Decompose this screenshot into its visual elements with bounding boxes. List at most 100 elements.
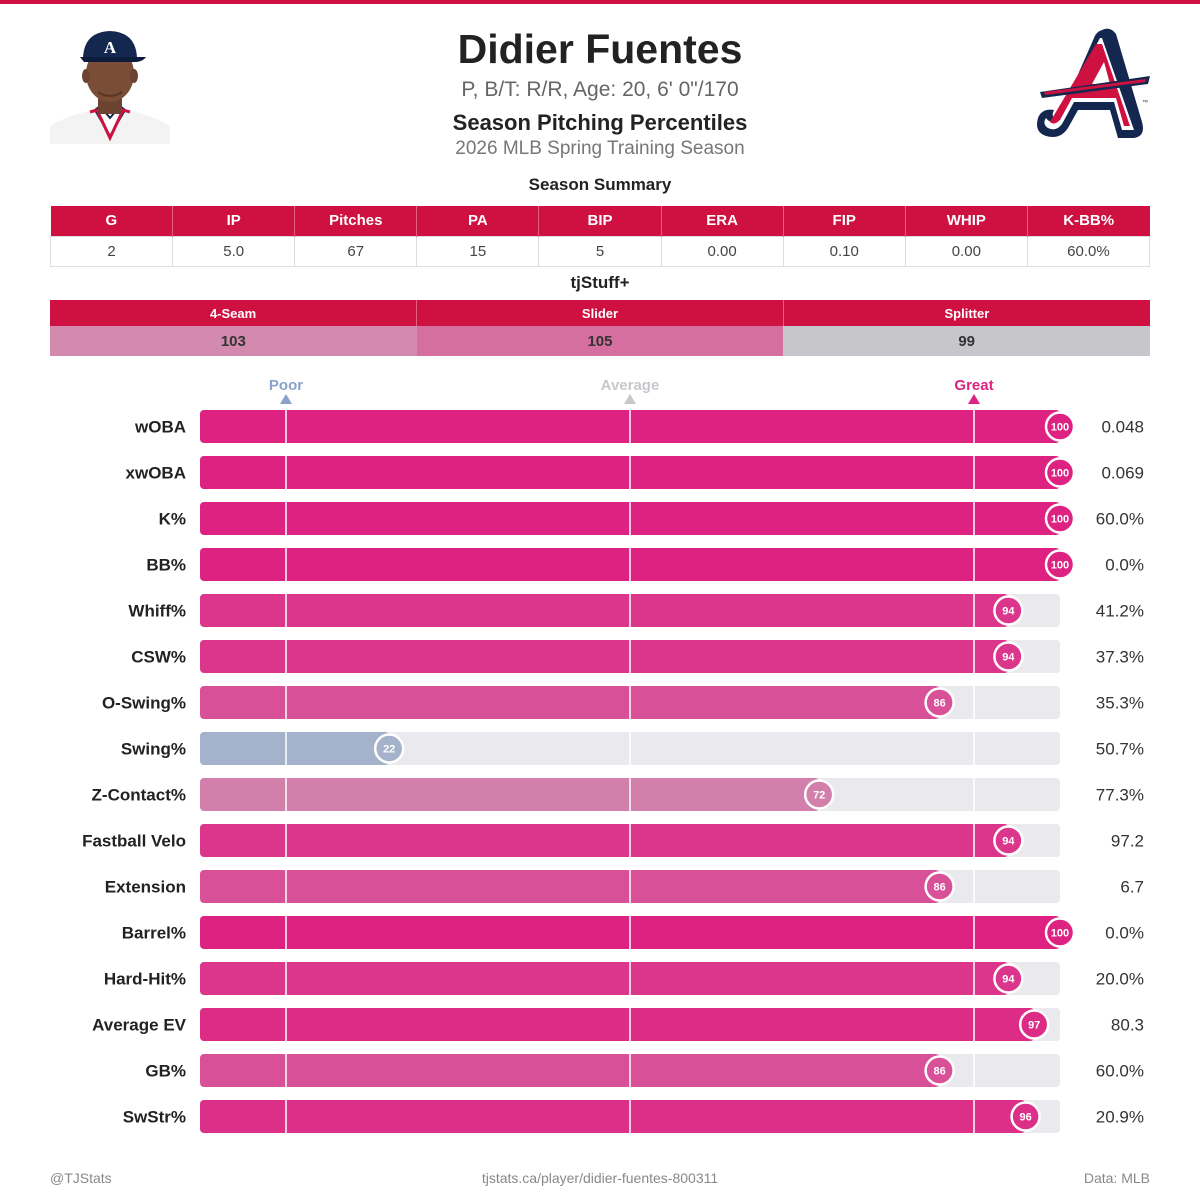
metric-label-xwoba: xwOBA: [126, 464, 186, 483]
metric-label-swstr-pct: SwStr%: [123, 1108, 186, 1127]
chart-subtitle: Season Pitching Percentiles: [452, 110, 748, 135]
metric-label-z-contact-pct: Z-Contact%: [92, 786, 186, 805]
metric-label-extension: Extension: [105, 878, 186, 897]
bar-o-swing-pct: [200, 686, 940, 719]
percentile-badge-barrel-pct: [1044, 917, 1076, 948]
percentile-badge-gb-pct: [924, 1055, 955, 1086]
summary-value-pitches: 67: [294, 235, 418, 267]
scale-label-great: Great: [954, 377, 993, 394]
stat-value-barrel-pct: 0.0%: [1105, 924, 1144, 943]
tjstuff-header-4-seam: 4-Seam: [50, 300, 418, 326]
percentile-badge-xwoba: [1044, 457, 1076, 488]
percentile-badge-fastball-velo: [993, 825, 1024, 856]
svg-text:A: A: [104, 38, 117, 57]
summary-value-fip: 0.10: [782, 235, 906, 267]
percentile-value-average-ev: 97: [1028, 1020, 1040, 1032]
top-accent-bar: [0, 0, 1200, 4]
tjstuff-value-4-seam: 103: [50, 326, 417, 356]
tjstuff-value-slider: 105: [416, 326, 784, 356]
bar-hard-hit-pct: [200, 962, 1009, 995]
metric-label-bb-pct: BB%: [146, 556, 186, 575]
percentile-value-z-contact-pct: 72: [813, 790, 825, 802]
summary-header-pitches: Pitches: [294, 206, 418, 236]
stat-value-swing-pct: 50.7%: [1096, 740, 1144, 759]
scale-label-average: Average: [601, 377, 660, 394]
stat-value-xwoba: 0.069: [1101, 464, 1144, 483]
summary-value-whip: 0.00: [904, 235, 1028, 267]
scale-marker-average: [624, 394, 636, 404]
stat-value-extension: 6.7: [1120, 878, 1144, 897]
stat-value-csw-pct: 37.3%: [1096, 648, 1144, 667]
metric-label-whiff-pct: Whiff%: [128, 602, 186, 621]
percentile-badge-bb-pct: [1044, 549, 1076, 580]
percentile-badge-hard-hit-pct: [993, 963, 1024, 994]
season-label: 2026 MLB Spring Training Season: [455, 138, 745, 159]
tjstuff-header-slider: Slider: [416, 300, 784, 326]
bar-fastball-velo: [200, 824, 1009, 857]
percentile-value-swstr-pct: 96: [1019, 1112, 1031, 1124]
stat-value-average-ev: 80.3: [1111, 1016, 1144, 1035]
tjstuff-title: tjStuff+: [570, 273, 630, 292]
percentile-badge-k-pct: [1044, 503, 1076, 534]
player-headshot: A: [50, 26, 170, 144]
metric-label-csw-pct: CSW%: [131, 648, 186, 667]
stat-value-whiff-pct: 41.2%: [1096, 602, 1144, 621]
metric-label-barrel-pct: Barrel%: [122, 924, 186, 943]
summary-value-g: 2: [49, 235, 174, 267]
summary-header-fip: FIP: [783, 206, 906, 236]
percentile-badge-extension: [924, 871, 955, 902]
summary-header-g: G: [50, 206, 174, 236]
scale-marker-poor: [280, 394, 292, 404]
summary-header-bip: BIP: [538, 206, 662, 236]
summary-value-era: 0.00: [660, 235, 784, 267]
percentile-badge-csw-pct: [993, 641, 1024, 672]
percentile-badge-woba: [1044, 411, 1076, 442]
metric-label-gb-pct: GB%: [145, 1062, 186, 1081]
percentile-value-hard-hit-pct: 94: [1002, 974, 1015, 986]
percentile-badge-swing-pct: [373, 733, 405, 764]
tjstuff-value-splitter: 99: [783, 326, 1150, 356]
percentile-value-k-pct: 100: [1051, 514, 1069, 526]
footer-source: Data: MLB: [1083, 1170, 1150, 1186]
summary-value-bip: 5: [538, 235, 662, 267]
percentile-badge-z-contact-pct: [803, 779, 835, 810]
tjstuff-header-splitter: Splitter: [783, 300, 1150, 326]
player-bio: P, B/T: R/R, Age: 20, 6' 0"/170: [461, 78, 739, 101]
metric-label-average-ev: Average EV: [92, 1016, 187, 1035]
summary-header-era: ERA: [661, 206, 784, 236]
percentile-value-barrel-pct: 100: [1051, 928, 1069, 940]
stat-value-fastball-velo: 97.2: [1111, 832, 1144, 851]
percentile-badge-whiff-pct: [993, 595, 1024, 626]
summary-value-ip: 5.0: [172, 235, 296, 267]
player-name: Didier Fuentes: [457, 26, 743, 72]
metric-label-fastball-velo: Fastball Velo: [82, 832, 186, 851]
metric-label-woba: wOBA: [134, 418, 186, 437]
stat-value-o-swing-pct: 35.3%: [1096, 694, 1144, 713]
bar-extension: [200, 870, 940, 903]
percentile-value-woba: 100: [1051, 422, 1069, 434]
percentile-chart: Poor Average Great wOBA 100 0.048 xwOBA 100 0.06…: [82, 377, 1144, 1133]
percentile-value-extension: 86: [933, 882, 945, 894]
stat-value-swstr-pct: 20.9%: [1096, 1108, 1144, 1127]
scale-marker-great: [968, 394, 980, 404]
percentile-value-whiff-pct: 94: [1002, 606, 1015, 618]
bar-z-contact-pct: [200, 778, 820, 811]
stat-value-k-pct: 60.0%: [1096, 510, 1144, 529]
summary-header-pa: PA: [416, 206, 540, 236]
stat-value-gb-pct: 60.0%: [1096, 1062, 1144, 1081]
summary-header-k-bb: K-BB%: [1027, 206, 1150, 236]
team-logo: ™: [1026, 22, 1154, 146]
metric-label-swing-pct: Swing%: [121, 740, 186, 759]
bar-whiff-pct: [200, 594, 1009, 627]
percentile-value-fastball-velo: 94: [1002, 836, 1015, 848]
bar-csw-pct: [200, 640, 1009, 673]
stat-value-woba: 0.048: [1101, 418, 1144, 437]
stat-value-bb-pct: 0.0%: [1105, 556, 1144, 575]
season-summary-title: Season Summary: [528, 175, 672, 194]
metric-label-hard-hit-pct: Hard-Hit%: [104, 970, 186, 989]
metric-label-k-pct: K%: [159, 510, 186, 529]
summary-header-whip: WHIP: [905, 206, 1028, 236]
percentile-value-bb-pct: 100: [1051, 560, 1069, 572]
summary-header-ip: IP: [172, 206, 296, 236]
percentile-badge-swstr-pct: [1010, 1101, 1041, 1132]
